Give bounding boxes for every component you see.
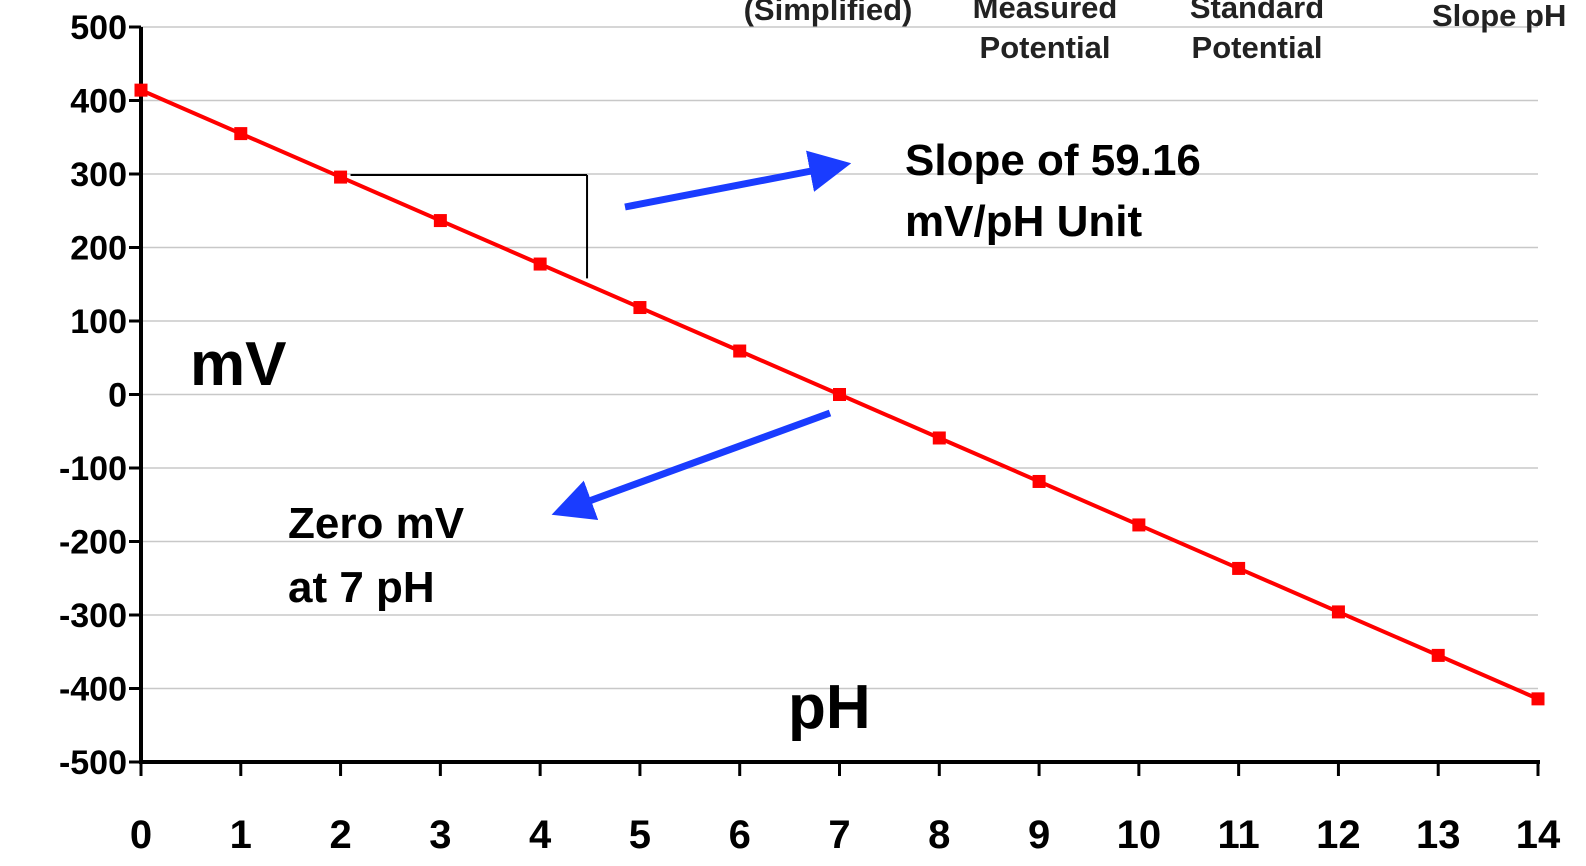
x-tick-label: 14	[1516, 813, 1561, 857]
y-tick-label: -300	[59, 597, 127, 635]
y-tick-label: 100	[70, 303, 127, 341]
y-axis-label: mV	[190, 330, 286, 399]
header-standard-line2: Potential	[1192, 30, 1323, 65]
y-tick-label: -100	[59, 450, 127, 488]
x-tick-label: 8	[928, 813, 950, 857]
data-point	[533, 257, 547, 271]
header-measured-line1: Measured	[973, 0, 1118, 25]
data-markers	[134, 83, 1545, 706]
slope-annotation-line1: Slope of 59.16	[905, 136, 1201, 185]
x-tick-label: 12	[1316, 813, 1361, 857]
header-simplified: (Simplified)	[744, 0, 913, 27]
y-tick-label: 300	[70, 156, 127, 194]
x-axis-label: pH	[788, 673, 871, 742]
header-standard-line1: Standard	[1190, 0, 1324, 25]
x-tick-label: 9	[1028, 813, 1050, 857]
data-point	[234, 127, 248, 141]
header-slope-ph: Slope pH	[1432, 0, 1566, 33]
axes	[129, 25, 1540, 776]
zero-annotation-line2: at 7 pH	[288, 563, 435, 612]
data-point	[1232, 561, 1246, 575]
slope-triangle	[350, 174, 589, 279]
x-tick-label: 1	[230, 813, 252, 857]
x-tick-label: 5	[629, 813, 651, 857]
annotation-arrows	[551, 150, 852, 521]
data-point	[334, 170, 348, 184]
data-point	[1331, 605, 1345, 619]
data-point	[833, 388, 846, 401]
y-tick-label: 500	[70, 9, 127, 47]
y-tick-label: -200	[59, 524, 127, 562]
y-tick-label: 400	[70, 83, 127, 121]
data-point	[134, 83, 148, 97]
x-tick-label: 6	[729, 813, 751, 857]
slope-annotation-line2: mV/pH Unit	[905, 197, 1142, 246]
x-tick-label: 3	[429, 813, 451, 857]
data-point	[932, 431, 946, 445]
slope-arrow	[624, 150, 852, 211]
header-fragments: (Simplified) Measured Potential Standard…	[744, 0, 1567, 65]
data-point	[1431, 648, 1445, 662]
data-point	[733, 344, 747, 358]
data-point	[633, 301, 647, 315]
x-tick-label: 10	[1117, 813, 1162, 857]
data-point	[433, 214, 447, 228]
data-point	[1132, 518, 1146, 532]
y-tick-label: -500	[59, 744, 127, 782]
y-tick-label: -400	[59, 671, 127, 709]
x-tick-labels: 0 1 2 3 4 5 6 7 8 9 10 11 12 13 14	[130, 813, 1561, 857]
data-point	[1531, 692, 1545, 706]
data-point	[1032, 474, 1046, 488]
y-tick-label: 200	[70, 230, 127, 268]
x-tick-label: 11	[1217, 813, 1259, 857]
x-tick-label: 4	[529, 813, 552, 857]
zero-annotation-line1: Zero mV	[288, 499, 465, 548]
x-tick-label: 13	[1416, 813, 1461, 857]
y-tick-label: 0	[108, 377, 127, 415]
header-measured-line2: Potential	[980, 30, 1111, 65]
x-tick-label: 2	[329, 813, 351, 857]
x-tick-label: 7	[828, 813, 850, 857]
y-tick-labels: 500 400 300 200 100 0 -100 -200 -300 -400 -500	[59, 9, 127, 782]
zero-arrow	[551, 409, 832, 521]
x-tick-label: 0	[130, 813, 152, 857]
